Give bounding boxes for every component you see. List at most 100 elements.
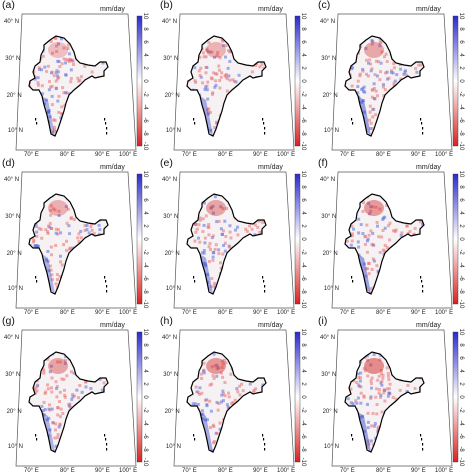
colorbar-tick-label: 4: [142, 369, 148, 373]
island: [194, 122, 196, 125]
lon-tick-label: 70° E: [340, 152, 355, 158]
colorbar-unit-label: mm/day: [258, 6, 283, 13]
lat-tick-label: 30° N: [163, 372, 178, 378]
island: [262, 118, 264, 121]
colorbar-tick-label: 4: [142, 211, 148, 215]
lat-tick-label: 10° N: [324, 444, 339, 450]
island: [421, 280, 423, 283]
colorbar-tick-label: -4: [300, 104, 306, 110]
colorbar-unit-label: mm/day: [416, 6, 441, 13]
lat-tick-label: 10° N: [8, 444, 23, 450]
colorbar-tick-label: 0: [300, 237, 306, 241]
rainfall-difference-map: 40° N 30° N 20° N 10° N 70° E 80° E 90° E 100° …: [162, 6, 306, 158]
lat-tick-label: 30° N: [5, 56, 20, 62]
colorbar-tick-label: 0: [300, 395, 306, 399]
colorbar-tick-label: -8: [300, 446, 306, 452]
colorbar-tick-label: 8: [300, 27, 306, 31]
colorbar-tick-label: 8: [458, 27, 464, 31]
colorbar: [294, 331, 301, 463]
island: [352, 280, 354, 283]
lat-tick-label: 20° N: [323, 93, 338, 99]
colorbar-unit-label: mm/day: [258, 164, 283, 171]
panel-label: (i): [318, 315, 328, 327]
island: [36, 438, 38, 441]
lat-tick-label: 30° N: [321, 372, 336, 378]
country-outline: [28, 193, 109, 295]
island: [106, 132, 108, 135]
colorbar-tick-label: 2: [142, 224, 148, 228]
island: [263, 438, 265, 441]
island: [104, 118, 106, 121]
colorbar-tick-label: -4: [458, 262, 464, 268]
map-panel: 40° N 30° N 20° N 10° N 70° E 80° E 90° E 100° …: [316, 315, 474, 474]
map-panel: 40° N 30° N 20° N 10° N 70° E 80° E 90° E 100° …: [316, 157, 474, 316]
island: [36, 122, 38, 125]
colorbar-unit-label: mm/day: [100, 322, 125, 329]
lon-tick-label: 100° E: [435, 310, 453, 316]
colorbar-tick-label: 6: [458, 198, 464, 202]
island: [352, 438, 354, 441]
island: [105, 280, 107, 283]
panel-label: (c): [318, 0, 331, 11]
colorbar: [452, 331, 459, 463]
colorbar-tick-label: -6: [142, 117, 148, 123]
colorbar-tick-label: -8: [300, 288, 306, 294]
colorbar-tick-label: -6: [142, 275, 148, 281]
lat-tick-label: 40° N: [162, 335, 177, 341]
map-panel: 40° N 30° N 20° N 10° N 70° E 80° E 90° E 100° …: [0, 315, 158, 474]
lat-tick-label: 40° N: [4, 177, 19, 183]
lat-tick-label: 40° N: [320, 177, 335, 183]
colorbar-tick-label: -6: [300, 433, 306, 439]
colorbar-tick-label: 4: [458, 369, 464, 373]
island: [422, 443, 424, 446]
lat-tick-label: 30° N: [163, 56, 178, 62]
colorbar-tick-label: 2: [142, 66, 148, 70]
colorbar-tick-label: -10: [458, 300, 464, 309]
colorbar-tick-label: 2: [458, 224, 464, 228]
map-frame: [173, 329, 295, 467]
lon-tick-label: 80° E: [376, 468, 391, 474]
lon-tick-label: 90° E: [411, 152, 426, 158]
island: [35, 118, 37, 121]
colorbar-tick-label: 10: [142, 13, 148, 20]
colorbar: [136, 331, 143, 463]
rainfall-field: [345, 352, 424, 452]
rainfall-field: [187, 194, 266, 294]
lon-tick-label: 80° E: [376, 152, 391, 158]
lon-tick-label: 80° E: [60, 310, 75, 316]
map-panel: 40° N 30° N 20° N 10° N 70° E 80° E 90° E 100° …: [158, 315, 316, 474]
rainfall-field: [187, 36, 266, 136]
lat-tick-label: 20° N: [165, 93, 180, 99]
colorbar-tick-label: -6: [458, 275, 464, 281]
island: [263, 280, 265, 283]
lon-tick-label: 90° E: [95, 152, 110, 158]
colorbar-tick-label: 10: [300, 329, 306, 336]
lat-tick-label: 10° N: [166, 444, 181, 450]
colorbar-tick-label: 6: [300, 198, 306, 202]
lon-tick-label: 90° E: [253, 152, 268, 158]
lon-tick-label: 100° E: [435, 468, 453, 474]
colorbar-tick-label: 10: [142, 171, 148, 178]
island: [36, 280, 38, 283]
colorbar-tick-label: 8: [458, 185, 464, 189]
colorbar: [294, 173, 301, 305]
colorbar-tick-label: -2: [458, 407, 464, 413]
colorbar-tick-label: -4: [458, 420, 464, 426]
colorbar-tick-label: -4: [142, 420, 148, 426]
island: [106, 448, 108, 451]
lon-tick-label: 100° E: [119, 468, 137, 474]
island: [264, 290, 266, 293]
lat-tick-label: 30° N: [321, 214, 336, 220]
lon-tick-label: 70° E: [24, 152, 39, 158]
lat-tick-label: 30° N: [5, 372, 20, 378]
lon-tick-label: 80° E: [60, 152, 75, 158]
lon-tick-label: 100° E: [277, 310, 295, 316]
island: [264, 132, 266, 135]
colorbar-tick-label: 10: [300, 13, 306, 20]
lon-tick-label: 70° E: [24, 310, 39, 316]
colorbar-tick-label: 8: [300, 185, 306, 189]
colorbar-tick-label: -4: [300, 420, 306, 426]
island: [262, 434, 264, 437]
lon-tick-label: 70° E: [24, 468, 39, 474]
lon-tick-label: 90° E: [411, 468, 426, 474]
